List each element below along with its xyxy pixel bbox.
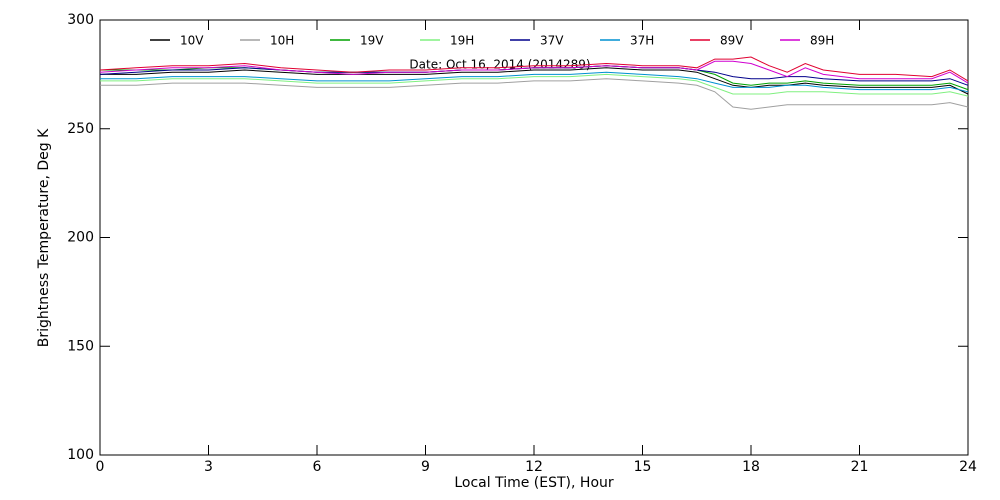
- y-tick-label: 300: [67, 12, 94, 28]
- y-tick-label: 200: [67, 230, 94, 246]
- y-tick-label: 250: [67, 121, 94, 137]
- legend-label: 37V: [540, 34, 564, 48]
- legend-label: 19H: [450, 34, 474, 48]
- x-tick-label: 6: [313, 459, 322, 475]
- legend-label: 10V: [180, 34, 204, 48]
- x-tick-label: 24: [959, 459, 977, 475]
- series-line: [99, 60, 969, 84]
- x-tick-label: 21: [851, 459, 869, 475]
- legend-label: 19V: [360, 34, 384, 48]
- series-line: [100, 67, 969, 95]
- legend-label: 89V: [720, 34, 744, 48]
- x-tick-label: 18: [742, 459, 760, 475]
- y-axis-label: Brightness Temperature, Deg K: [36, 128, 52, 347]
- x-tick-label: 12: [525, 459, 543, 475]
- series-line: [100, 71, 969, 93]
- x-tick-label: 15: [634, 459, 652, 475]
- y-tick-label: 150: [67, 338, 94, 354]
- legend-label: 37H: [630, 34, 654, 48]
- legend-label: 10H: [270, 34, 294, 48]
- x-tick-label: 3: [204, 459, 213, 475]
- plot-frame: [99, 19, 969, 456]
- x-axis-label: Local Time (EST), Hour: [454, 475, 614, 491]
- legend-label: 89H: [810, 34, 834, 48]
- series-line: [100, 78, 969, 110]
- series-line: [99, 56, 969, 82]
- y-tick-label: 100: [67, 447, 94, 463]
- x-tick-label: 9: [421, 459, 430, 475]
- x-tick-label: 0: [96, 459, 105, 475]
- series-line: [100, 73, 969, 97]
